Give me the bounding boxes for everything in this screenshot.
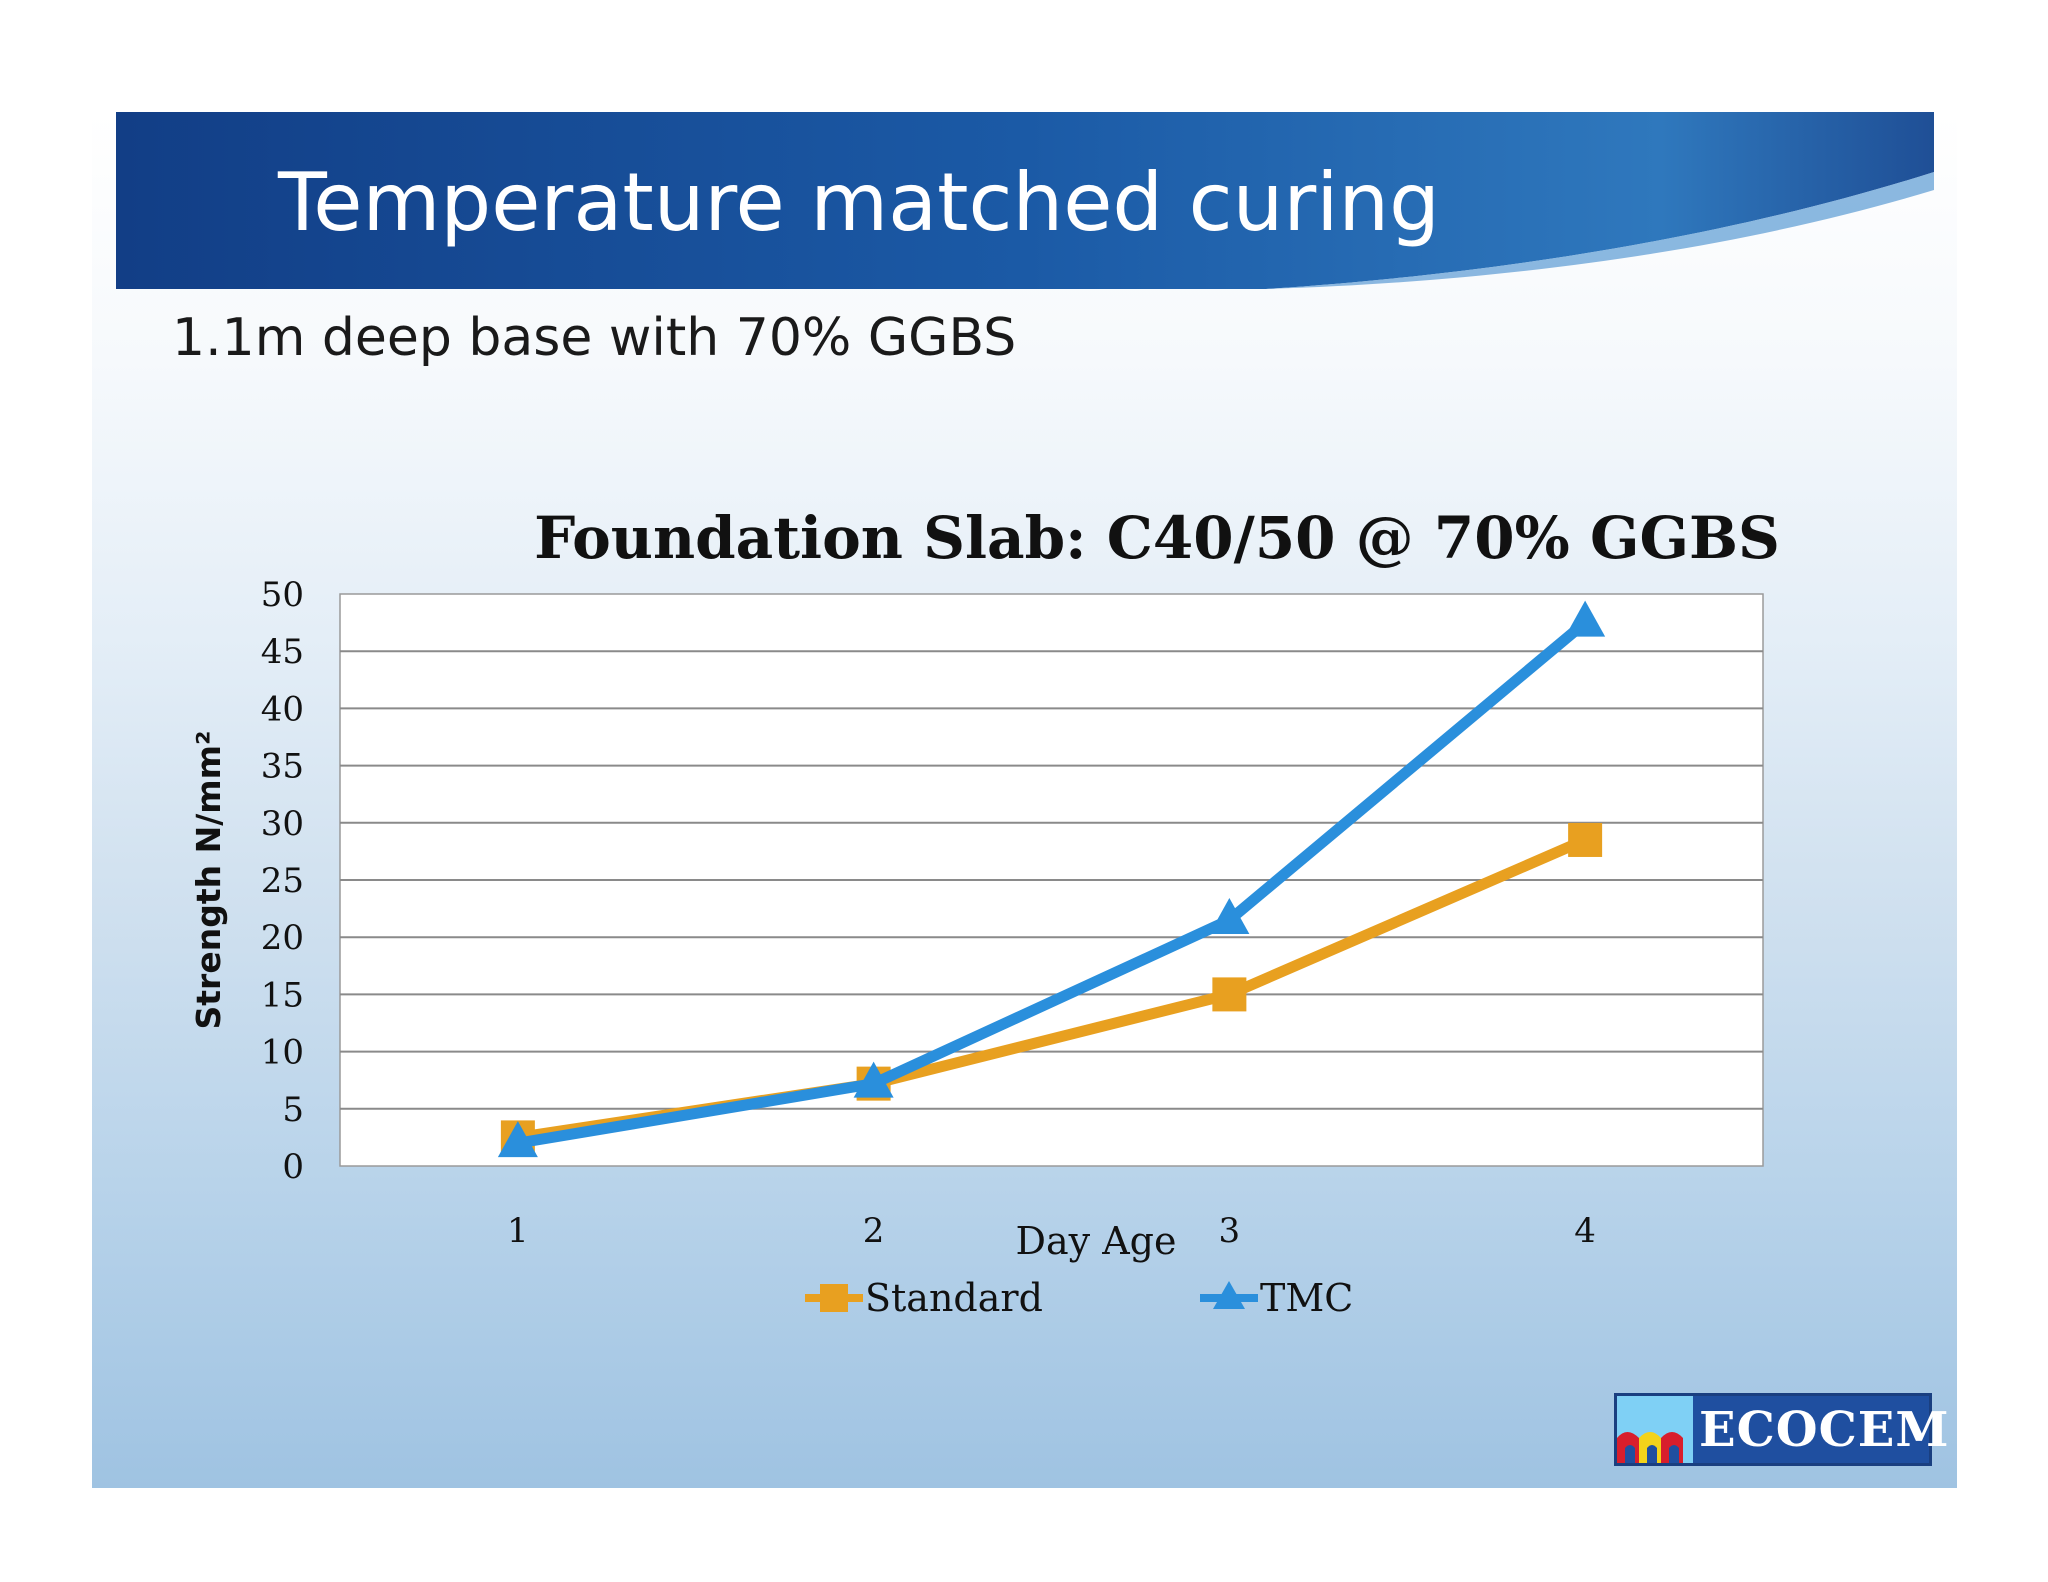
title-banner-shape (116, 112, 1934, 289)
data-point-tmc (853, 1061, 894, 1098)
y-tick-label: 35 (261, 747, 304, 787)
data-point-standard (1568, 822, 1603, 857)
legend-label-standard: Standard (865, 1276, 1043, 1320)
y-tick-label: 30 (261, 804, 304, 844)
y-tick-label: 40 (261, 689, 304, 729)
ecocem-logo: ECOCEM (1614, 1393, 1949, 1466)
x-tick-label: 2 (863, 1211, 885, 1251)
legend: Standard TMC (805, 1276, 1353, 1320)
legend-label-tmc: TMC (1260, 1276, 1353, 1320)
slide-title: Temperature matched curing (278, 156, 1440, 249)
legend-item-standard: Standard (805, 1276, 1043, 1320)
legend-marker-tmc (1213, 1281, 1245, 1309)
y-tick-label: 45 (261, 632, 304, 672)
x-tick-label: 3 (1219, 1211, 1241, 1251)
slide: Temperature matched curing 1.1m deep bas… (92, 112, 1957, 1488)
y-axis-label: Strength N/mm² (189, 731, 228, 1030)
gridlines (340, 650, 1763, 1110)
data-point-tmc (1565, 600, 1606, 637)
legend-item-tmc: TMC (1200, 1276, 1353, 1320)
x-axis-label: Day Age (1016, 1219, 1177, 1263)
x-tick-label: 4 (1574, 1211, 1596, 1251)
series-group (497, 600, 1606, 1158)
line-chart: Foundation Slab: C40/50 @ 70% GGBS 0 5 10 1… (189, 504, 1780, 1320)
chart-title: Foundation Slab: C40/50 @ 70% GGBS (534, 504, 1780, 572)
data-point-tmc (497, 1121, 538, 1158)
x-tick-label: 1 (507, 1211, 529, 1251)
y-axis-ticks: 0 5 10 15 20 25 30 35 40 45 50 (261, 575, 304, 1187)
legend-marker-standard (820, 1284, 848, 1312)
x-axis-ticks: 1 2 3 4 (507, 1211, 1596, 1251)
y-tick-label: 50 (261, 575, 304, 615)
y-tick-label: 0 (282, 1147, 304, 1187)
y-tick-label: 20 (261, 918, 304, 958)
series-line-tmc (512, 617, 1591, 1149)
ecocem-logo-mark (1617, 1396, 1693, 1463)
data-point-standard (1212, 977, 1247, 1012)
ecocem-logo-text: ECOCEM (1699, 1402, 1950, 1458)
data-point-tmc (1209, 898, 1250, 935)
title-banner: Temperature matched curing (116, 112, 1934, 289)
y-tick-label: 15 (261, 975, 304, 1015)
slide-subtitle: 1.1m deep base with 70% GGBS (172, 308, 1017, 368)
y-tick-label: 25 (261, 861, 304, 901)
y-tick-label: 5 (282, 1090, 304, 1130)
y-tick-label: 10 (261, 1033, 304, 1073)
